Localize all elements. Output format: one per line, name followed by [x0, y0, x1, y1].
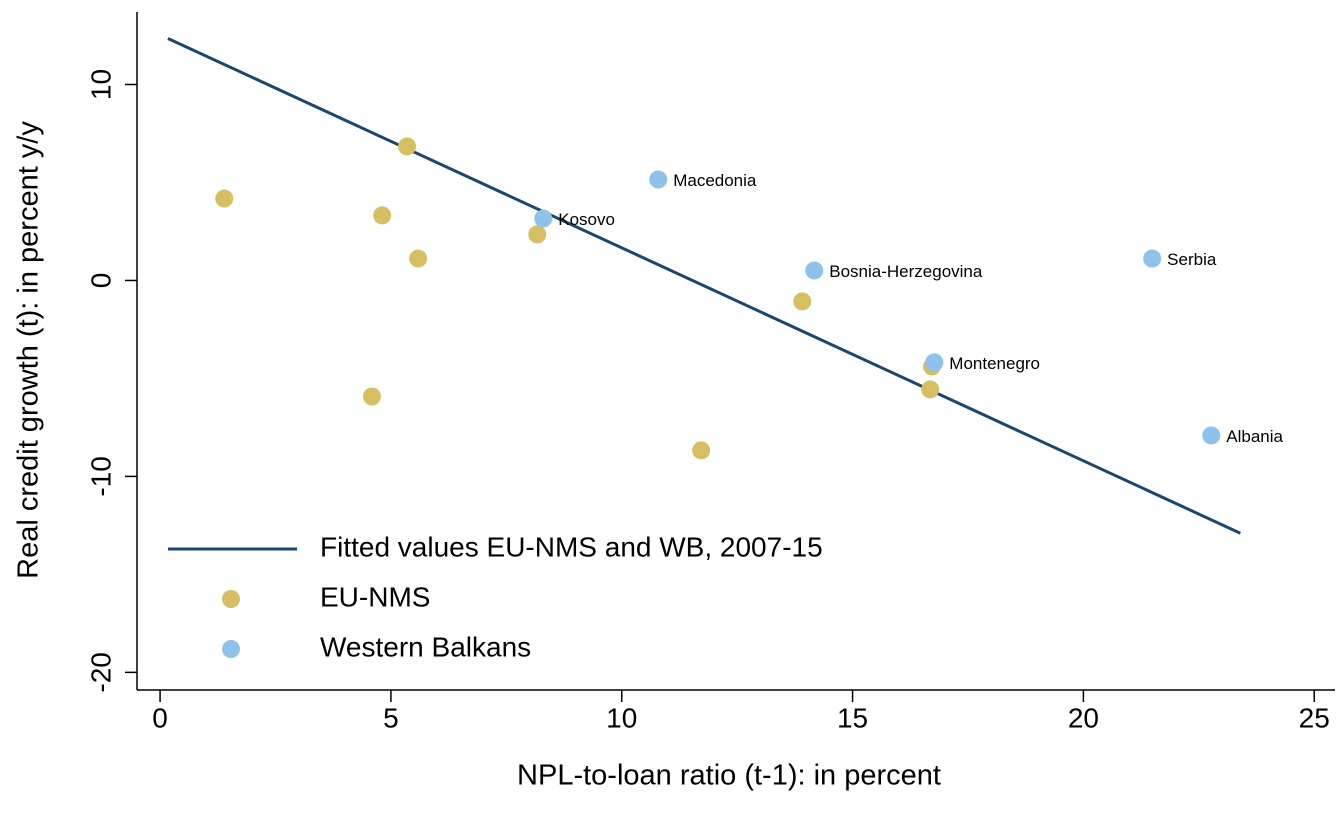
point: [1202, 426, 1221, 445]
point-label: Macedonia: [673, 171, 757, 190]
legend-marker: [222, 640, 240, 658]
point-label: Kosovo: [558, 210, 615, 229]
point: [805, 261, 824, 280]
point: [398, 137, 417, 156]
point-label: Serbia: [1167, 250, 1217, 269]
y-tick-label: 10: [85, 69, 116, 100]
x-tick-label: 10: [606, 702, 637, 733]
y-axis-label: Real credit growth (t): in percent y/y: [13, 121, 45, 579]
point: [1143, 249, 1162, 268]
y-tick-label: 0: [85, 273, 116, 289]
point: [534, 209, 553, 228]
x-tick-label: 5: [383, 702, 399, 733]
fitted-line: [167, 37, 1241, 535]
x-tick-label: 0: [152, 702, 168, 733]
point: [793, 292, 812, 311]
x-tick-label: 15: [837, 702, 868, 733]
x-tick-label: 20: [1068, 702, 1099, 733]
legend-label: Western Balkans: [320, 631, 531, 662]
point: [409, 249, 428, 268]
point-label: Bosnia-Herzegovina: [829, 262, 983, 281]
point: [925, 353, 944, 372]
point: [215, 189, 234, 208]
point-label: Albania: [1226, 427, 1283, 446]
legend-label: Fitted values EU-NMS and WB, 2007-15: [320, 531, 823, 562]
point: [649, 170, 668, 189]
point: [921, 380, 940, 399]
point: [373, 206, 392, 225]
point: [528, 225, 547, 244]
y-tick-label: -10: [85, 456, 116, 496]
legend-label: EU-NMS: [320, 581, 430, 612]
point: [692, 441, 711, 460]
legend-marker: [222, 590, 240, 608]
x-axis-label: NPL-to-loan ratio (t-1): in percent: [517, 760, 941, 792]
x-tick-label: 25: [1299, 702, 1330, 733]
y-tick-label: -20: [85, 652, 116, 692]
point-label: Montenegro: [949, 354, 1040, 373]
point: [362, 387, 381, 406]
